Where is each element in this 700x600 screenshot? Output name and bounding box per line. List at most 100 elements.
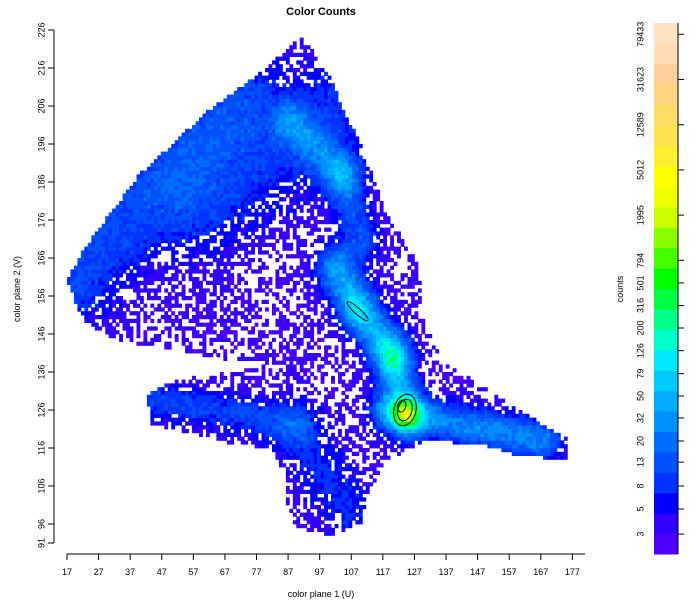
heatmap-cell [216, 432, 221, 437]
heatmap-cell [258, 421, 262, 426]
heatmap-cell [212, 151, 217, 156]
heatmap-cell [240, 189, 245, 194]
heatmap-cell [324, 98, 328, 103]
heatmap-cell [341, 459, 346, 464]
heatmap-cell [275, 284, 280, 289]
heatmap-cell [303, 478, 308, 483]
heatmap-cell [202, 307, 207, 312]
heatmap-cell [258, 394, 262, 399]
heatmap-cell [244, 166, 249, 171]
heatmap-cell [299, 486, 304, 491]
heatmap-cell [310, 193, 315, 198]
heatmap-cell [268, 242, 273, 247]
heatmap-cell [275, 75, 280, 80]
heatmap-cell [188, 303, 193, 308]
heatmap-cell [247, 182, 252, 187]
heatmap-cell [261, 242, 266, 247]
heatmap-cell [244, 147, 249, 152]
heatmap-cell [216, 193, 221, 198]
heatmap-cell [338, 258, 342, 263]
heatmap-cell [268, 383, 273, 388]
heatmap-cell [310, 383, 315, 388]
heatmap-cell [209, 311, 214, 316]
heatmap-cell [351, 493, 356, 498]
heatmap-cell [334, 322, 339, 327]
heatmap-cell [233, 227, 238, 232]
heatmap-cell [226, 326, 231, 331]
heatmap-cell [251, 242, 256, 247]
heatmap-cell [84, 265, 89, 270]
heatmap-cell [181, 140, 186, 145]
heatmap-cell [254, 178, 259, 183]
heatmap-cell [348, 410, 353, 415]
heatmap-cell [230, 375, 235, 380]
heatmap-cell [195, 322, 200, 327]
heatmap-cell [233, 193, 238, 198]
heatmap-cell [306, 467, 311, 472]
heatmap-cell [355, 467, 360, 472]
heatmap-cell [271, 375, 276, 380]
heatmap-cell [334, 254, 339, 259]
heatmap-cell [171, 303, 176, 308]
heatmap-cell [313, 470, 318, 475]
heatmap-cell [299, 459, 304, 464]
heatmap-cell [108, 239, 113, 244]
heatmap-cell [171, 182, 176, 187]
heatmap-cell [157, 269, 162, 274]
heatmap-cell [143, 185, 148, 190]
heatmap-cell [306, 208, 311, 213]
heatmap-cell [313, 71, 318, 76]
heatmap-cell [313, 117, 318, 122]
heatmap-cell [254, 159, 259, 164]
heatmap-cell [237, 356, 242, 361]
heatmap-cell [285, 79, 290, 84]
heatmap-cell [289, 94, 294, 99]
heatmap-cell [244, 326, 249, 331]
heatmap-cell [223, 132, 228, 137]
heatmap-cell [296, 159, 301, 164]
heatmap-cell [94, 322, 99, 327]
heatmap-cell [261, 277, 266, 282]
heatmap-cell [296, 83, 301, 88]
heatmap-cell [355, 425, 360, 430]
heatmap-cell [254, 136, 259, 141]
heatmap-cell [205, 155, 210, 160]
heatmap-cell [115, 231, 120, 236]
heatmap-cell [195, 231, 200, 236]
heatmap-cell [265, 429, 269, 434]
heatmap-cell [275, 98, 280, 103]
heatmap-cell [355, 170, 360, 175]
heatmap-cell [351, 470, 356, 475]
heatmap-cell [306, 125, 311, 130]
heatmap-cell [351, 174, 356, 179]
heatmap-cell [160, 197, 165, 202]
heatmap-cell [334, 102, 339, 107]
heatmap-cell [167, 193, 172, 198]
heatmap-cell [261, 280, 266, 285]
heatmap-cell [355, 520, 360, 525]
heatmap-cell [292, 489, 297, 494]
heatmap-cell [195, 193, 200, 198]
heatmap-cell [212, 182, 217, 187]
heatmap-cell [285, 497, 290, 502]
heatmap-cell [101, 311, 106, 316]
heatmap-cell [341, 235, 346, 240]
heatmap-cell [146, 261, 151, 266]
heatmap-cell [226, 201, 231, 206]
heatmap-cell [324, 527, 328, 532]
heatmap-cell [268, 235, 273, 240]
heatmap-cell [178, 413, 183, 418]
heatmap-cell [275, 372, 280, 377]
heatmap-cell [240, 372, 245, 377]
heatmap-cell [344, 505, 349, 510]
heatmap-cell [150, 197, 155, 202]
heatmap-cell [334, 280, 339, 285]
heatmap-cell [258, 212, 262, 217]
heatmap-cell [205, 185, 210, 190]
heatmap-cell [157, 334, 162, 339]
heatmap-cell [344, 436, 349, 441]
heatmap-cell [202, 292, 207, 297]
heatmap-cell [292, 520, 297, 525]
heatmap-cell [310, 277, 315, 282]
heatmap-cell [98, 242, 103, 247]
